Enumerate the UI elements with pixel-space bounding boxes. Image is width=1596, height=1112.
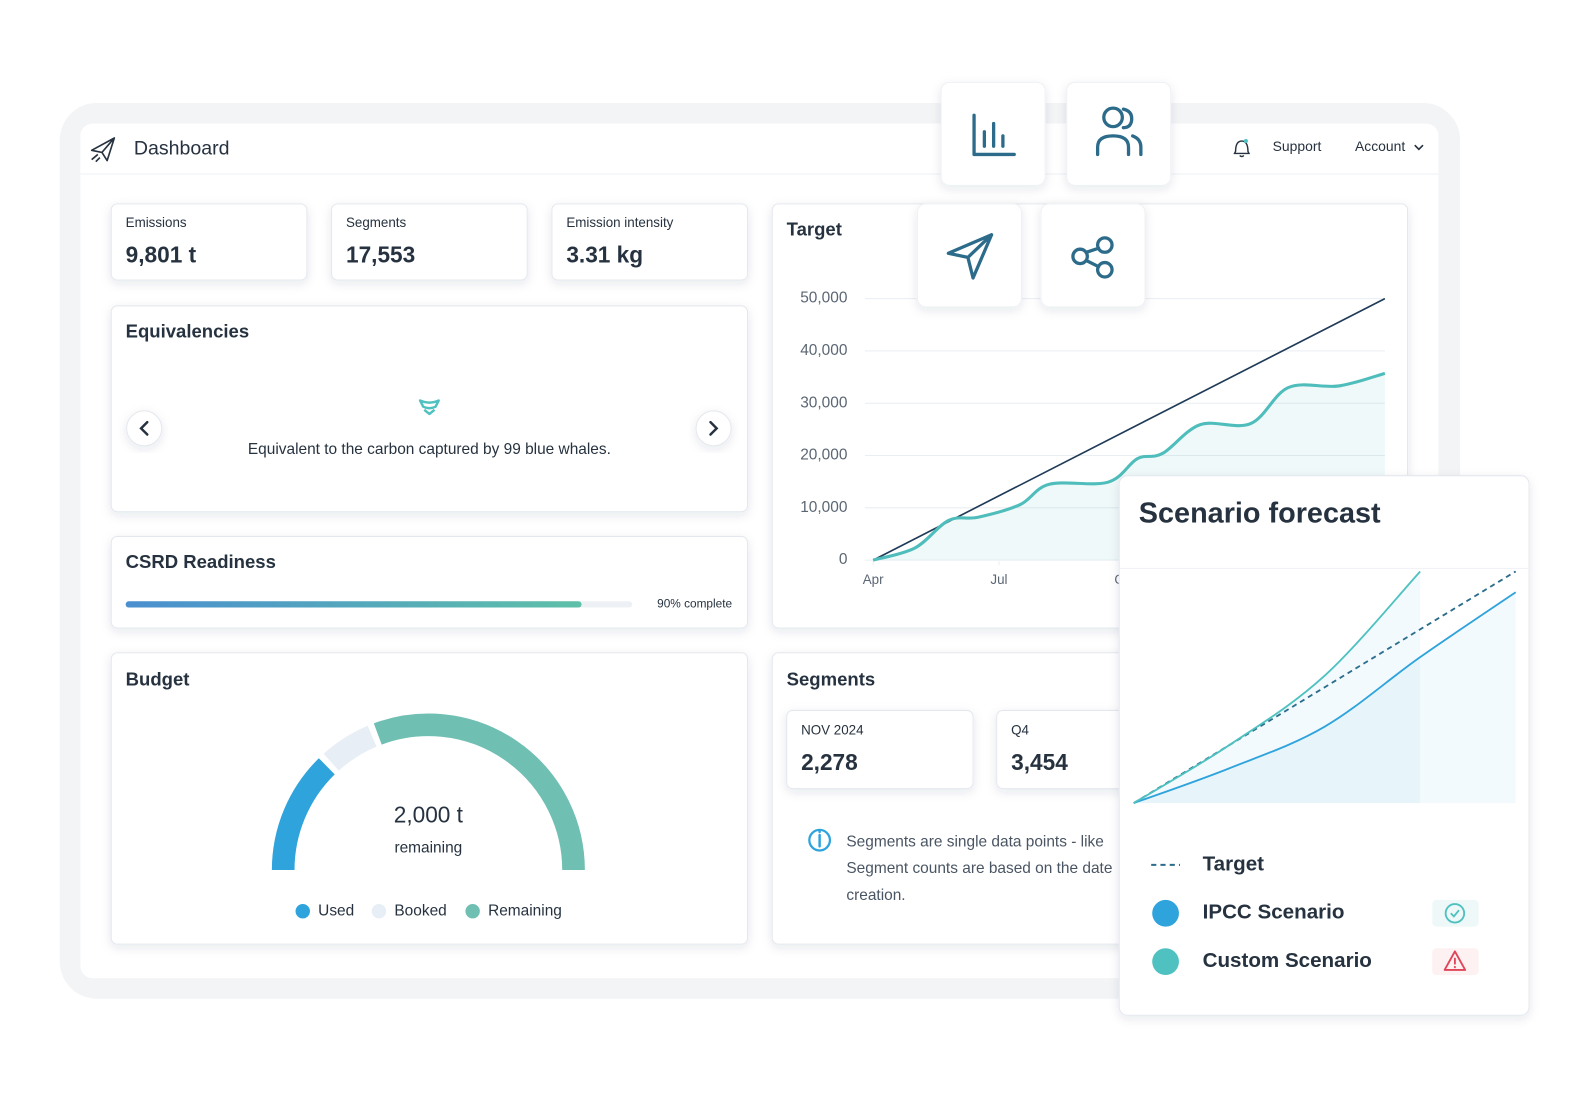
y-tick-label: 30,000: [800, 394, 847, 411]
card-title: Budget: [126, 668, 190, 689]
kpi-value: 17,553: [346, 241, 415, 267]
card-title: Segments: [787, 668, 876, 689]
carousel-button[interactable]: [126, 410, 163, 447]
legend-swatch: [1152, 948, 1179, 976]
carousel-arrow: [709, 420, 719, 436]
segment-card: [786, 709, 974, 790]
nav-link[interactable]: Account: [1355, 138, 1405, 154]
tile-icon: [972, 113, 1016, 157]
y-tick-label: 20,000: [800, 447, 847, 464]
whale-icon: [418, 399, 440, 416]
gauge-segment: [373, 713, 585, 871]
kpi-value: 3.31 kg: [566, 241, 643, 267]
card-title: Equivalencies: [126, 320, 250, 341]
line: [1133, 570, 1421, 804]
gauge-segment: [271, 758, 335, 871]
logo-icon: [90, 137, 116, 163]
action-tile[interactable]: [1040, 203, 1146, 308]
y-tick-label: 40,000: [800, 342, 847, 359]
segment-label: NOV 2024: [801, 723, 864, 738]
card-title: CSRD Readiness: [126, 551, 276, 572]
kpi-card: [110, 203, 308, 281]
scenario-card: [1118, 475, 1530, 1016]
legend-label: Remaining: [488, 902, 562, 919]
y-tick-label: 50,000: [800, 290, 847, 307]
equivalency-text: Equivalent to the carbon captured by 99 …: [248, 441, 611, 458]
carousel-arrow: [139, 420, 149, 436]
progress-label: 90% complete: [657, 597, 732, 611]
y-tick-label: 10,000: [800, 499, 847, 516]
card-title: Target: [787, 219, 842, 240]
kpi-label: Segments: [346, 215, 407, 230]
bell-dot: [1243, 139, 1248, 144]
legend-label: Custom Scenario: [1203, 949, 1372, 972]
bell-icon[interactable]: [1233, 140, 1251, 158]
gauge-segment: [323, 725, 377, 771]
segment-label: Q4: [1011, 723, 1029, 738]
x-tick-label: Apr: [863, 572, 884, 587]
kpi-label: Emissions: [126, 215, 187, 230]
legend-swatch: [1152, 899, 1179, 927]
kpi-value: 9,801 t: [126, 241, 197, 267]
budget-card: [110, 652, 749, 945]
status-ok-icon: [1444, 903, 1466, 924]
area: [1133, 592, 1516, 804]
legend-label: IPCC Scenario: [1203, 901, 1345, 924]
carousel-button[interactable]: [695, 410, 732, 447]
gauge-value: 2,000 t: [394, 801, 464, 827]
legend-label: Target: [1203, 852, 1265, 875]
x-tick-label: Jul: [990, 572, 1007, 587]
info-text: Segments are single data points - like: [846, 833, 1103, 850]
segment-value: 3,454: [1011, 749, 1068, 775]
kpi-card: [331, 203, 528, 281]
line: [872, 371, 1386, 562]
page-title: Dashboard: [134, 137, 230, 159]
info-text: creation.: [846, 887, 905, 904]
chevron-icon[interactable]: [1414, 144, 1424, 151]
legend-swatch: [465, 904, 480, 919]
kpi-card: [551, 203, 749, 281]
tile-icon: [1071, 236, 1114, 279]
segment-value: 2,278: [801, 749, 858, 775]
gauge-label: remaining: [394, 839, 462, 856]
kpi-label: Emission intensity: [566, 215, 673, 230]
legend-swatch: [295, 904, 310, 919]
status-ok-check: [1450, 909, 1460, 918]
action-tile[interactable]: [1066, 81, 1172, 186]
y-tick-label: 0: [839, 551, 848, 568]
tile-icon: [1095, 106, 1143, 157]
legend-label: Used: [318, 902, 354, 919]
area: [1133, 571, 1421, 804]
legend-label: Booked: [394, 902, 446, 919]
progress-bar: [125, 601, 582, 608]
card-title: Scenario forecast: [1139, 497, 1381, 529]
info-text: Segment counts are based on the date: [846, 860, 1112, 877]
status-warning-icon: [1443, 950, 1467, 971]
tile-icon: [946, 233, 994, 280]
legend-swatch: [371, 904, 387, 919]
line: [1133, 591, 1517, 804]
nav-link[interactable]: Support: [1273, 138, 1322, 154]
